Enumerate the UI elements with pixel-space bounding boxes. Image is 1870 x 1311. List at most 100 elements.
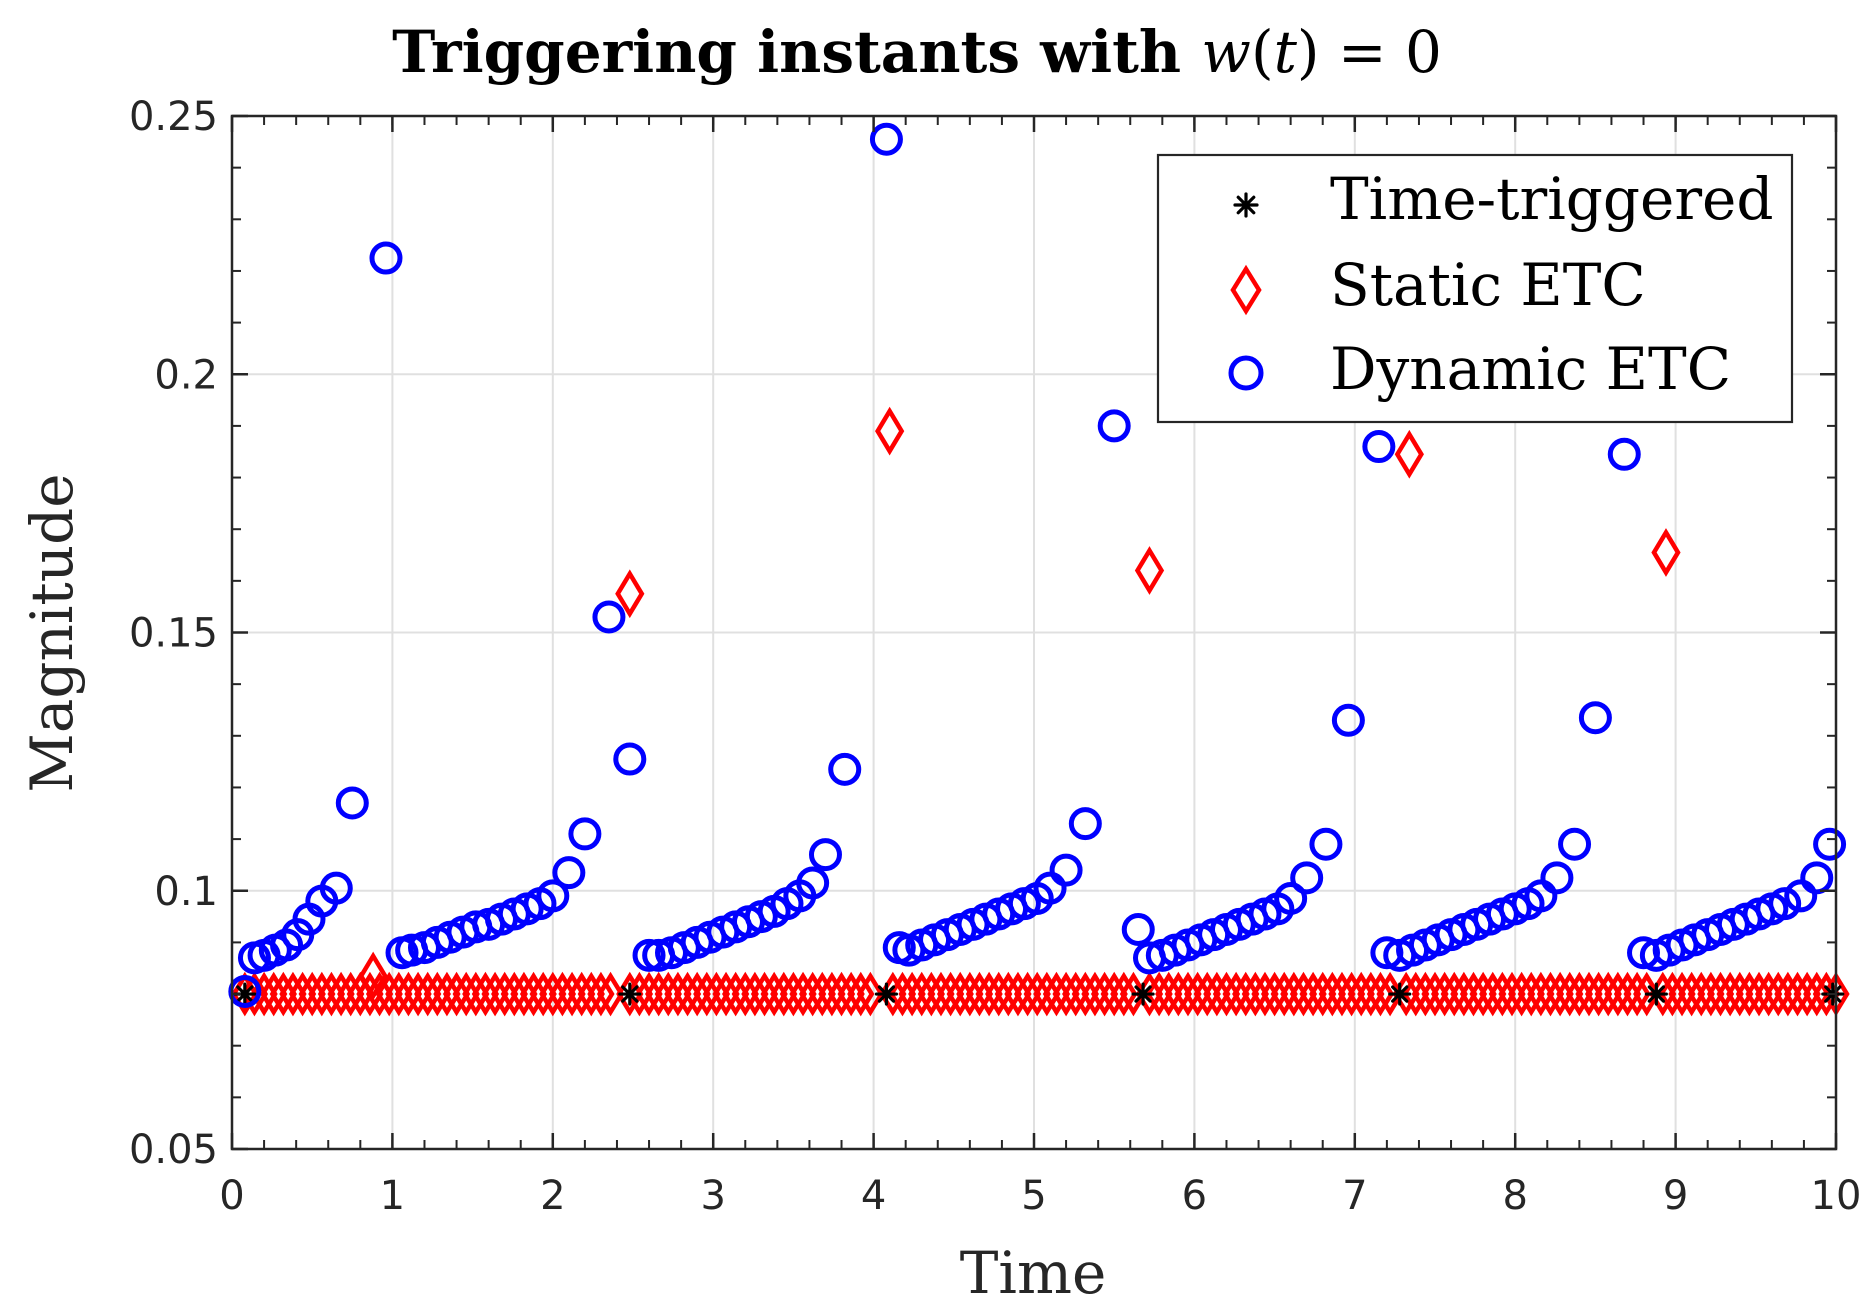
static-etc-marker <box>1260 971 1289 1017</box>
static-etc-marker <box>1783 971 1812 1017</box>
static-etc-marker <box>337 971 365 1017</box>
static-etc-marker <box>1584 971 1613 1017</box>
dynamic-etc-marker <box>1768 887 1802 921</box>
static-etc-marker <box>1100 971 1128 1017</box>
time-triggered-marker <box>874 982 899 1006</box>
dynamic-etc-marker <box>1274 881 1308 915</box>
static-etc-marker <box>519 971 548 1017</box>
dynamic-etc-marker <box>568 817 602 851</box>
static-etc-marker <box>548 971 577 1017</box>
dynamic-etc-marker <box>1331 703 1365 737</box>
static-etc-marker <box>308 971 336 1017</box>
static-etc-marker <box>1280 971 1308 1017</box>
static-etc-marker <box>1803 971 1831 1017</box>
static-etc-marker <box>1164 971 1192 1017</box>
asterisk-stroke <box>1647 985 1666 1003</box>
y-axis-label: Magnitude <box>18 473 86 792</box>
static-etc-marker <box>1421 971 1449 1017</box>
x-tick-label: 7 <box>1342 1173 1367 1219</box>
asterisk-stroke <box>1134 985 1152 1003</box>
static-etc-marker <box>741 971 769 1017</box>
static-etc-marker <box>1071 971 1099 1017</box>
static-etc-marker <box>404 971 432 1017</box>
title-close: ) <box>1297 18 1320 86</box>
legend-label-time-triggered: Time-triggered <box>1330 165 1774 233</box>
static-etc-marker <box>750 971 779 1017</box>
static-etc-marker <box>1110 971 1138 1017</box>
static-etc-marker <box>423 971 451 1017</box>
static-etc-marker <box>645 971 673 1017</box>
title-rest: = 0 <box>1320 18 1442 86</box>
static-etc-marker <box>462 971 490 1017</box>
dynamic-etc-marker <box>1607 437 1641 471</box>
static-etc-marker <box>635 971 663 1017</box>
static-etc-marker <box>818 971 846 1017</box>
y-tick-label: 0.15 <box>129 611 218 657</box>
static-etc-marker <box>587 971 615 1017</box>
static-etc-marker <box>1337 971 1366 1017</box>
static-etc-marker <box>1507 971 1536 1017</box>
static-etc-marker <box>385 971 413 1017</box>
static-etc-marker <box>577 971 605 1017</box>
static-etc-marker <box>1155 971 1183 1017</box>
static-etc-marker <box>539 971 567 1017</box>
static-etc-marker <box>779 971 808 1017</box>
static-etc-marker <box>1193 971 1221 1017</box>
static-etc-marker <box>770 971 798 1017</box>
x-tick-label: 0 <box>219 1173 244 1219</box>
legend-symbols <box>1228 192 1264 391</box>
static-etc-marker <box>471 971 500 1017</box>
static-etc-marker <box>789 971 817 1017</box>
dynamic-etc-marker <box>1524 879 1558 913</box>
dynamic-etc-marker <box>632 938 666 972</box>
static-etc-marker <box>927 971 955 1017</box>
static-etc-marker <box>1023 971 1051 1017</box>
dynamic-etc-marker <box>869 122 903 156</box>
static-etc-marker <box>693 971 721 1017</box>
static-etc-marker <box>1328 971 1356 1017</box>
static-etc-marker <box>442 971 471 1017</box>
time-triggered-marker <box>1388 982 1412 1006</box>
static-etc-marker <box>1430 971 1459 1017</box>
static-etc-marker <box>1745 971 1773 1017</box>
static-etc-marker <box>1536 971 1565 1017</box>
static-etc-marker <box>433 971 461 1017</box>
dynamic-etc-marker <box>1033 871 1067 905</box>
static-etc-marker <box>956 971 984 1017</box>
static-etc-marker <box>1222 971 1250 1017</box>
dynamic-etc-marker <box>1068 807 1102 841</box>
static-etc-marker <box>1013 971 1042 1017</box>
static-etc-marker <box>1270 971 1298 1017</box>
dynamic-etc-marker <box>1813 827 1847 861</box>
static-etc-marker <box>269 971 297 1017</box>
dynamic-etc-marker <box>1800 861 1834 895</box>
x-tick-label: 2 <box>540 1173 565 1219</box>
title-var: w <box>1201 18 1251 86</box>
x-tick-label: 10 <box>1811 1173 1862 1219</box>
static-etc-marker <box>1546 971 1574 1017</box>
static-etc-marker <box>260 971 288 1017</box>
static-etc-marker <box>1697 971 1725 1017</box>
static-etc-marker <box>1726 971 1754 1017</box>
static-etc-marker <box>664 971 692 1017</box>
static-etc-marker <box>1183 971 1212 1017</box>
static-etc-marker <box>847 971 875 1017</box>
dynamic-etc-marker <box>1290 861 1324 895</box>
x-tick-label: 8 <box>1502 1173 1527 1219</box>
dynamic-etc-marker <box>1121 912 1155 946</box>
static-etc-marker <box>1251 971 1279 1017</box>
static-etc-marker <box>1289 971 1318 1017</box>
static-etc-marker <box>1651 528 1681 577</box>
static-etc-marker <box>683 971 711 1017</box>
static-etc-marker <box>358 951 388 1001</box>
static-etc-marker <box>500 971 528 1017</box>
static-etc-marker <box>673 971 702 1017</box>
static-etc-marker <box>596 971 625 1017</box>
static-etc-marker <box>1309 971 1337 1017</box>
static-etc-marker <box>1241 971 1269 1017</box>
title-arg: t <box>1274 18 1298 86</box>
time-triggered-marker <box>233 982 257 1006</box>
static-etc-marker <box>317 971 346 1017</box>
static-etc-marker <box>1575 971 1603 1017</box>
